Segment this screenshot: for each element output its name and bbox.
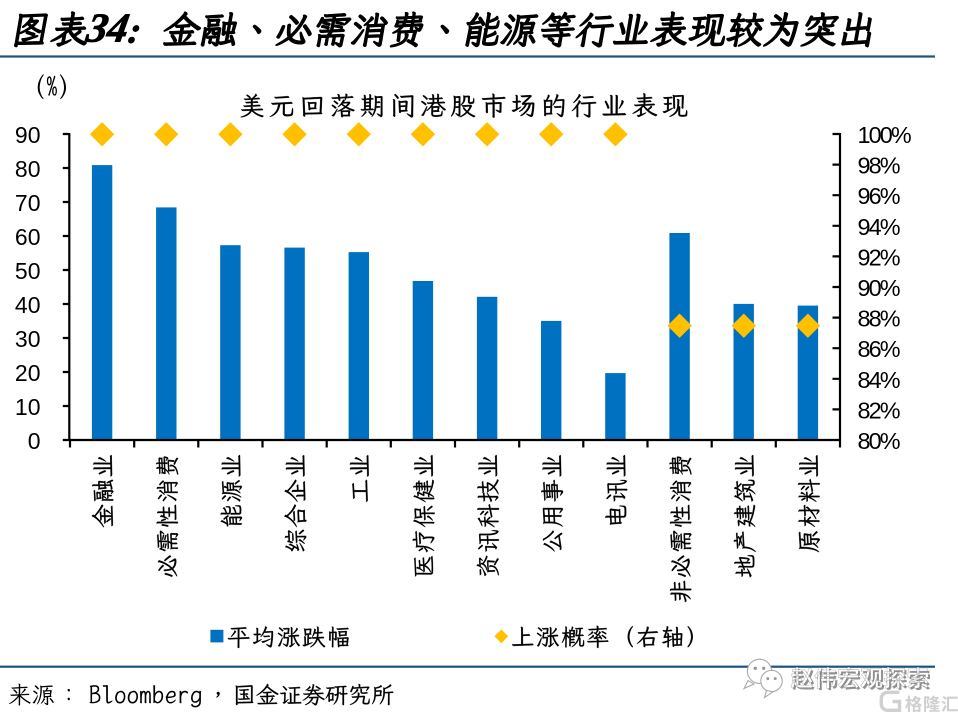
svg-text:84%: 84% [858, 367, 900, 393]
svg-text:30: 30 [15, 326, 41, 352]
svg-text:94%: 94% [858, 214, 900, 240]
svg-text:70: 70 [15, 190, 41, 216]
svg-text:88%: 88% [858, 306, 900, 332]
svg-text:40: 40 [15, 292, 41, 318]
svg-text:50: 50 [15, 258, 41, 284]
svg-text:60: 60 [15, 224, 41, 250]
svg-text:82%: 82% [858, 397, 900, 423]
svg-text:0: 0 [28, 428, 41, 454]
svg-text:80: 80 [15, 156, 41, 182]
svg-text:90%: 90% [858, 275, 900, 301]
svg-text:20: 20 [15, 360, 41, 386]
svg-text:100%: 100% [858, 122, 911, 148]
svg-text:80%: 80% [858, 428, 900, 454]
svg-text:92%: 92% [858, 244, 900, 270]
svg-text:96%: 96% [858, 183, 900, 209]
svg-text:86%: 86% [858, 336, 900, 362]
svg-text:90: 90 [15, 122, 41, 148]
svg-text:98%: 98% [858, 153, 900, 179]
svg-text:10: 10 [15, 394, 41, 420]
